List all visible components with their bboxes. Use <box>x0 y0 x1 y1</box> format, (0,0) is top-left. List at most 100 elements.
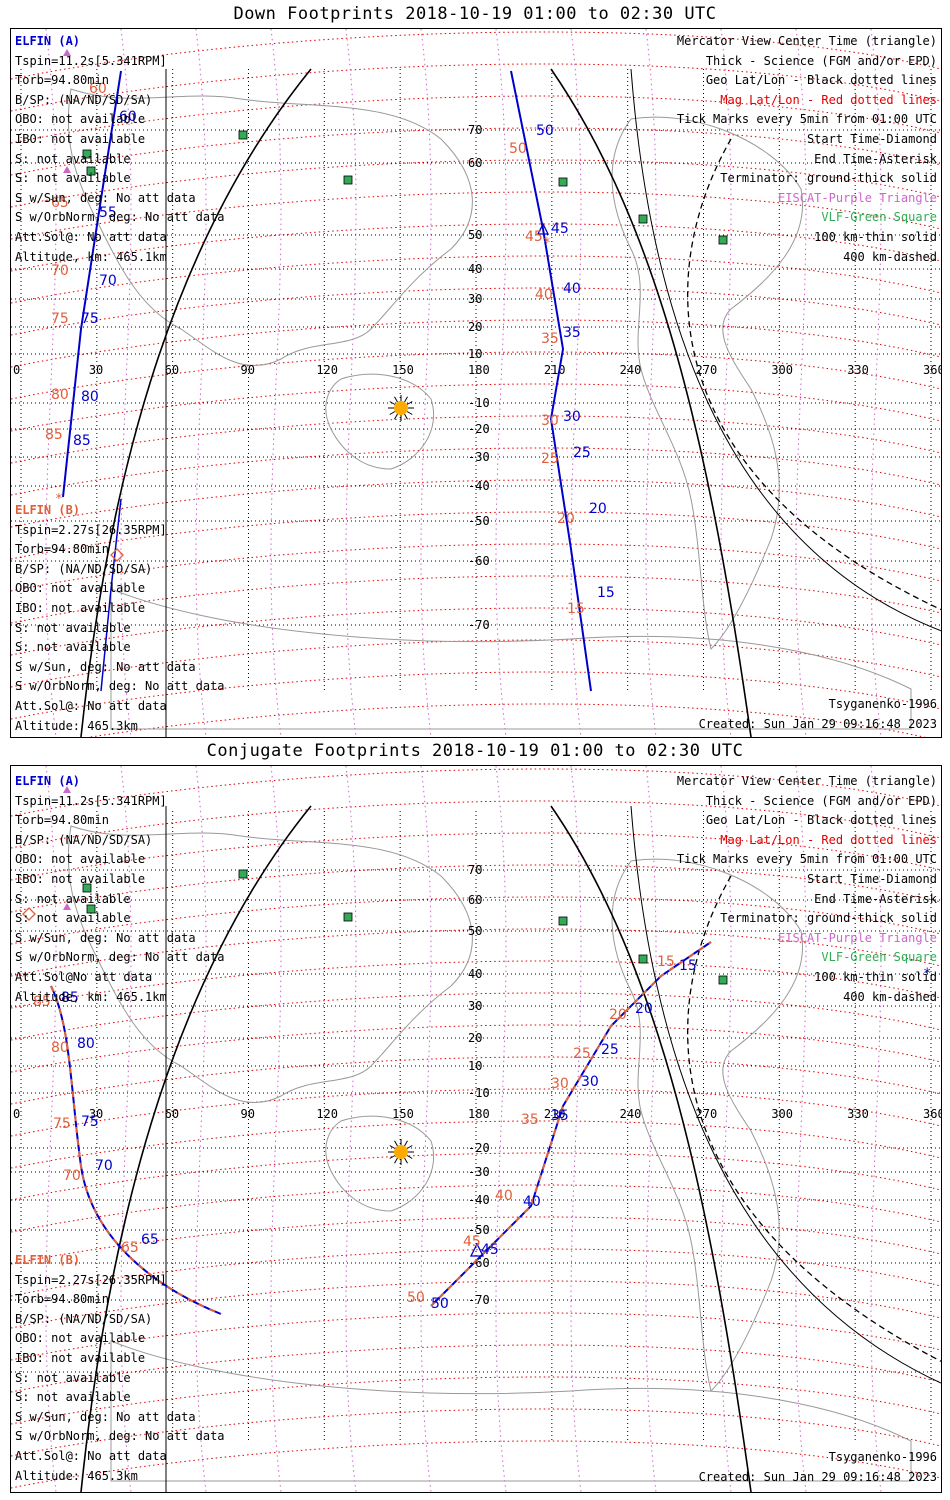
lon-tick-label: 300 <box>771 363 793 377</box>
elfin-a-tick-label: 80 <box>77 1036 95 1052</box>
eiscat-station-triangle <box>63 166 71 173</box>
legend-item: Start Time-Diamond <box>806 131 937 146</box>
elfin-b-tick-label: 35 <box>521 1112 539 1128</box>
vlf-station-square <box>718 235 728 245</box>
lat-tick-label: 30 <box>468 292 482 306</box>
info-line: OBO: not available <box>15 1331 146 1346</box>
credit-model: Tsyganenko-1996 <box>828 1450 937 1464</box>
terminator-400km <box>687 138 941 611</box>
elfin-a-tick-label: 70 <box>99 273 117 289</box>
lon-tick-label: 270 <box>696 363 718 377</box>
info-line: S: not available <box>15 1390 131 1405</box>
lat-tick-label: 50 <box>468 228 482 242</box>
lon-tick-label: 240 <box>620 1107 642 1121</box>
legend-item: Geo Lat/Lon - Black dotted lines <box>705 73 937 88</box>
lon-tick-label: 180 <box>468 363 490 377</box>
vlf-station-square <box>343 175 353 185</box>
map-canvas-down: 0 30 60 90 120 150 180 210 240 270 300 330 360 70 60 50… <box>11 29 941 737</box>
info-line: S w/OrbNorm, deg: No att data <box>15 950 225 965</box>
legend-item: Terminator: ground-thick solid <box>720 911 937 926</box>
mag-lon-line <box>270 766 282 1492</box>
sun-ray <box>406 1145 413 1149</box>
mag-lon-line <box>120 29 132 737</box>
elfin-b-end-asterisk: * <box>55 492 63 507</box>
panel-top-title: Down Footprints 2018-10-19 01:00 to 02:3… <box>233 4 717 24</box>
vlf-station-square <box>86 166 96 176</box>
info-elfin-b: ELFIN (B) Tspin=2.27s[26.35RPM] Torb=94.80… <box>15 1251 225 1486</box>
coastline <box>325 373 435 470</box>
elfin-a-center-triangle <box>469 1242 485 1257</box>
lon-tick-label: 360 <box>923 1107 941 1121</box>
lon-tick-label: 330 <box>847 1107 869 1121</box>
lat-tick-label: 20 <box>468 1031 482 1045</box>
vlf-station-square <box>238 130 248 140</box>
elfin-a-center-triangle <box>536 222 550 235</box>
legend-item: Mag Lat/Lon - Red dotted lines <box>720 832 937 847</box>
elfin-a-tick-label: 40 <box>563 281 581 297</box>
elfin-b-tick-label: 40 <box>535 287 553 303</box>
info-line: S w/OrbNorm, deg: No att data <box>15 679 225 694</box>
legend-item: Geo Lat/Lon - Black dotted lines <box>705 813 937 828</box>
mag-lon-line <box>45 29 57 737</box>
info-line: Torb=94.80min <box>15 813 109 828</box>
info-line: Att.Sol@: No att data <box>15 1448 167 1463</box>
info-line: Tspin=11.2s[5.341RPM] <box>15 793 167 808</box>
elfin-b-tick-label: 25 <box>541 451 559 467</box>
mag-lon-line <box>720 29 732 737</box>
info-line: S: not available <box>15 640 131 655</box>
info-line: S: not available <box>15 171 131 186</box>
mag-lon-line <box>420 29 432 737</box>
info-line: OBO: not available <box>15 581 146 596</box>
sun-ray <box>394 396 398 403</box>
legend-item: 400 km-dashed <box>843 249 937 264</box>
vlf-station-square <box>343 912 353 922</box>
map-panel-down: 0 30 60 90 120 150 180 210 240 270 300 330 360 70 60 50… <box>10 28 942 738</box>
lat-tick-label: 30 <box>468 999 482 1013</box>
info-line: S w/OrbNorm, deg: No att data <box>15 1429 225 1444</box>
legend-item: Mercator View Center Time (triangle) <box>676 34 937 48</box>
lat-tick-label: -10 <box>468 396 490 410</box>
mag-lon-line <box>870 29 882 737</box>
info-line: B/SP: (NA/ND/SD/SA) <box>15 561 153 576</box>
lon-tick-label: 60 <box>165 363 179 377</box>
elfin-b-tick-label: 75 <box>51 311 69 327</box>
lon-tick-label: 0 <box>13 363 20 377</box>
lon-tick-label: 210 <box>544 363 566 377</box>
mag-lon-line <box>195 29 207 737</box>
elfin-b-start-diamond <box>110 548 124 562</box>
info-line: S w/Sun, deg: No att data <box>15 1409 196 1424</box>
info-line: IBO: not available <box>15 871 146 886</box>
info-title: ELFIN (B) <box>15 503 81 517</box>
info-line: S: not available <box>15 151 131 166</box>
info-line: IBO: not available <box>15 1350 146 1365</box>
elfin-b-tick-label: 45 <box>463 1234 481 1250</box>
info-line: S: not available <box>15 891 131 906</box>
sun-ray <box>404 413 408 420</box>
lat-tick-label: -70 <box>468 618 490 632</box>
legend-item: Thick - Science (FGM and/or EPD) <box>705 53 937 68</box>
info-line: S w/OrbNorm, deg: No att data <box>15 210 225 225</box>
created-timestamp: Created: Sun Jan 29 09:16:48 2023 <box>698 717 937 731</box>
lat-tick-label: -60 <box>468 554 490 568</box>
lat-tick-label: 60 <box>468 893 482 907</box>
mag-lon-line <box>570 766 582 1492</box>
elfin-b-tick-label: 15 <box>657 954 675 970</box>
lat-tick-label: 40 <box>468 262 482 276</box>
vlf-station-square <box>638 214 648 224</box>
mag-lon-line <box>345 29 357 737</box>
elfin-a-tick-label: 15 <box>597 585 615 601</box>
vlf-station-square <box>558 177 568 187</box>
elfin-a-tick-label: 20 <box>589 501 607 517</box>
elfin-a-end-asterisk: * <box>923 966 931 982</box>
elfin-b-track <box>100 498 122 692</box>
mag-lon-line <box>495 29 507 737</box>
sun-ray <box>389 1155 396 1159</box>
sun-ray <box>406 401 413 405</box>
sun-ray <box>389 411 396 415</box>
legend-item: VLF-Green Square <box>821 210 937 225</box>
lon-tick-label: 300 <box>771 1107 793 1121</box>
info-line: Att.Sol@No att data <box>15 969 153 984</box>
elfin-b-end-asterisk: * <box>543 236 551 251</box>
elfin-b-start-diamond <box>22 907 36 921</box>
lon-tick-label: 270 <box>696 1107 718 1121</box>
